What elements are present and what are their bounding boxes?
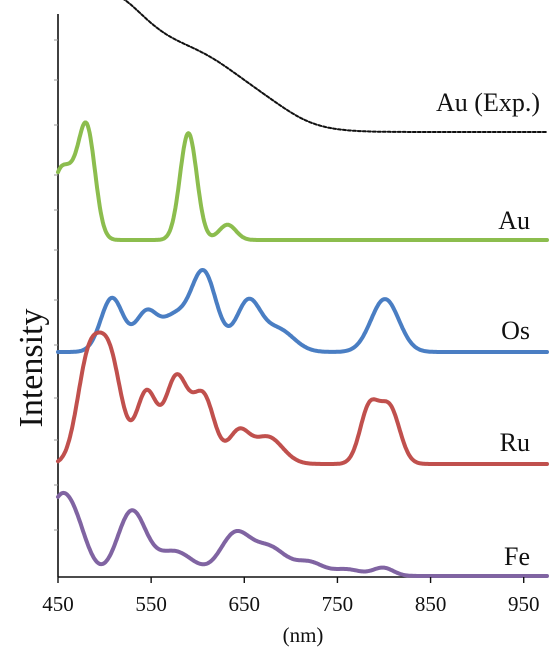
series-label: Au [498,206,530,235]
x-tick-label: 450 [42,592,74,616]
series-line-2 [56,268,549,354]
series-label: Os [501,316,530,345]
x-tick-label: 950 [508,592,540,616]
x-tick-label: 850 [415,592,447,616]
x-tick-label: 550 [135,592,167,616]
series-line-4 [56,490,549,578]
series-line-3 [56,330,549,466]
series-line-0 [123,0,548,133]
y-axis-label: Intensity [13,309,50,428]
series-labels: Au (Exp.) Au Os Ru Fe [436,88,540,571]
series-line-1 [56,120,549,242]
curves [56,0,549,578]
series-label: Fe [504,542,530,571]
series-label: Au (Exp.) [436,88,540,117]
x-ticks: 450 550 650 750 850 950 [42,577,539,616]
x-tick-label: 750 [322,592,354,616]
x-axis-label: (nm) [283,623,324,647]
x-tick-label: 650 [229,592,261,616]
series-label: Ru [500,428,530,457]
